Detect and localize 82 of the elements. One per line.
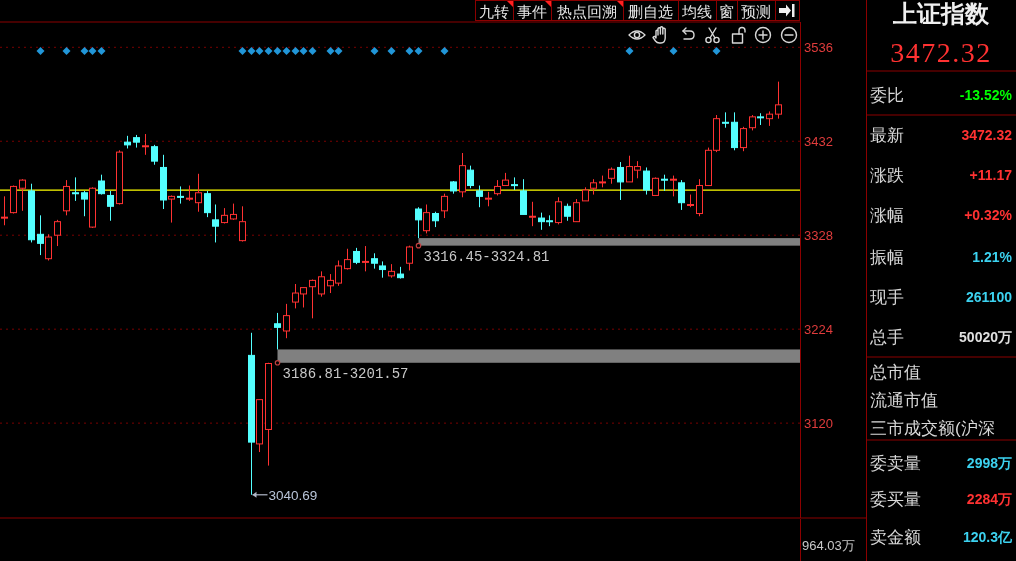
text: 1.21%	[972, 249, 1012, 265]
category-label: 总市值	[869, 362, 921, 382]
band-label: 3186.81-3201.57	[282, 365, 409, 382]
candlestick	[107, 190, 114, 222]
category-label: 九转	[479, 2, 509, 20]
candlestick	[617, 161, 624, 201]
category-label: 委卖量	[870, 453, 921, 473]
candlestick	[318, 270, 325, 298]
candlestick	[362, 245, 369, 272]
category-label: 删自选	[628, 2, 673, 20]
candlestick	[476, 185, 483, 208]
candlestick	[195, 173, 202, 213]
text: 964.03万	[802, 537, 855, 553]
candlestick	[344, 248, 351, 271]
text: +0.32%	[964, 207, 1012, 223]
candlestick	[212, 204, 219, 243]
candlestick	[54, 219, 61, 247]
category-label: 涨幅	[870, 205, 904, 225]
annotation: 3040.69	[268, 487, 318, 503]
candlestick	[98, 174, 105, 196]
band-label: 3316.45-3324.81	[423, 248, 550, 265]
text: +11.17	[969, 167, 1012, 183]
candlestick	[81, 190, 88, 217]
y-tick-label: 3224	[804, 321, 833, 337]
candlestick	[467, 165, 474, 189]
candlestick	[573, 198, 580, 223]
candlestick	[274, 312, 281, 350]
candlestick	[406, 245, 413, 271]
text: 2998万	[966, 455, 1012, 471]
category-label: 振幅	[870, 247, 904, 267]
category-label: 现手	[870, 287, 904, 307]
candlestick	[45, 233, 52, 262]
candlestick	[177, 185, 184, 205]
candlestick	[670, 175, 677, 197]
candlestick	[652, 176, 659, 196]
category-label: 三市成交额(沪深	[870, 418, 995, 438]
text: 2284万	[966, 491, 1012, 507]
candlestick	[740, 126, 747, 152]
category-label: 最新	[870, 125, 904, 145]
category-label: 涨跌	[870, 165, 904, 185]
text: 上证指数	[892, 1, 990, 27]
text: 261100	[966, 289, 1012, 305]
text: 3472.32	[890, 36, 992, 68]
candlestick	[520, 178, 527, 215]
candlestick	[309, 278, 316, 319]
text: 50020万	[959, 329, 1012, 345]
category-label: 委买量	[870, 489, 921, 509]
candlestick	[283, 303, 290, 339]
candlestick	[441, 193, 448, 219]
candlestick	[151, 144, 158, 166]
candlestick	[529, 201, 536, 227]
candlestick	[72, 176, 79, 202]
category-label: 事件	[517, 2, 547, 20]
candlestick	[415, 206, 422, 239]
category-label: 均线	[681, 2, 712, 20]
y-tick-label: 3120	[804, 415, 833, 431]
category-label: 委比	[870, 85, 904, 105]
candlestick	[1, 195, 8, 226]
candlestick	[239, 205, 246, 243]
category-label: 窗	[719, 2, 734, 20]
candlestick	[423, 204, 430, 234]
candlestick	[775, 81, 782, 120]
text: 120.3亿	[962, 529, 1012, 545]
candlestick	[37, 214, 44, 256]
text: -13.52%	[959, 87, 1012, 103]
candlestick	[168, 194, 175, 224]
category-label: 预测	[741, 2, 771, 20]
candlestick	[142, 133, 149, 156]
y-tick-label: 3328	[804, 227, 833, 243]
category-label: 卖金额	[870, 527, 921, 547]
candlestick	[19, 178, 26, 212]
category-label: 热点回溯	[557, 2, 617, 20]
candlestick	[555, 196, 562, 225]
y-tick-label: 3536	[804, 39, 833, 55]
category-label: 流通市值	[870, 390, 938, 410]
candlestick	[678, 179, 685, 211]
category-label: 总手	[869, 327, 904, 347]
candlestick	[643, 166, 650, 196]
candlestick	[204, 190, 211, 218]
text: 3472.32	[961, 127, 1012, 143]
candlestick	[722, 111, 729, 129]
y-tick-label: 3432	[804, 133, 833, 149]
